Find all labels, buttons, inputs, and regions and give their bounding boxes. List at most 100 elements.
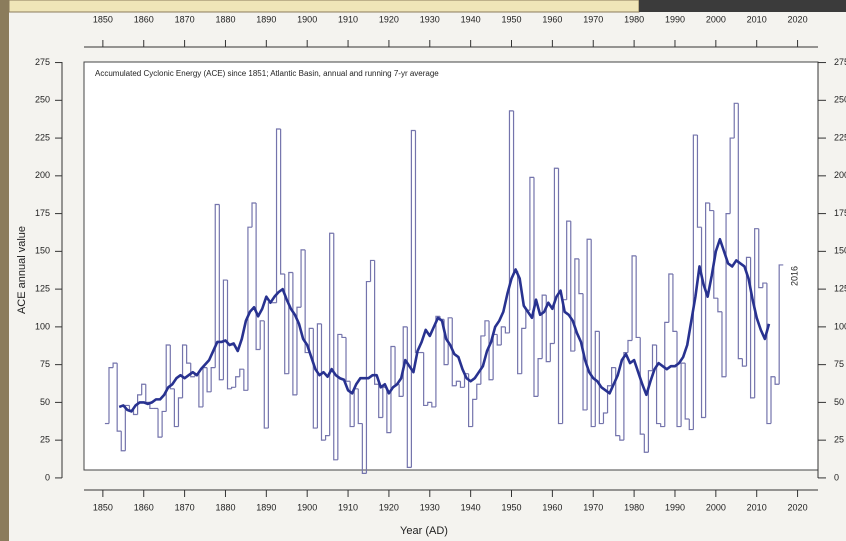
y-tick-label: 50 — [40, 397, 50, 407]
annual-step — [692, 134, 698, 430]
annual-step — [116, 363, 122, 432]
annual-step — [521, 327, 526, 374]
annual-step — [774, 376, 780, 385]
annual-step — [566, 220, 571, 300]
annual-step — [541, 294, 547, 359]
annual-step — [476, 383, 481, 400]
annual-step — [709, 203, 714, 212]
annual-step — [365, 280, 371, 474]
annual-step — [361, 423, 367, 474]
annual-step — [341, 334, 347, 339]
annual-step — [484, 320, 490, 336]
annual-step — [606, 385, 612, 413]
annual-step — [578, 258, 584, 295]
annual-step — [137, 394, 142, 415]
annual-step — [737, 103, 743, 360]
annual-step — [410, 129, 416, 468]
annual-step — [284, 274, 289, 375]
annual-step — [705, 202, 710, 418]
x-tick-label-top: 1960 — [542, 14, 562, 24]
x-tick-label: 1980 — [624, 502, 644, 512]
annual-step — [386, 387, 391, 434]
annual-step — [586, 238, 592, 410]
annual-step — [713, 210, 718, 299]
annual-step — [570, 221, 575, 352]
x-tick-label-top: 1990 — [665, 14, 685, 24]
annual-step — [717, 298, 722, 313]
annual-step — [590, 239, 596, 428]
x-tick-label-top: 1950 — [501, 14, 521, 24]
annual-step — [423, 352, 428, 407]
annual-step — [762, 282, 767, 288]
x-tick-label-top: 2010 — [747, 14, 767, 24]
annual-step — [124, 404, 130, 451]
y-tick-label-right: 50 — [834, 397, 844, 407]
annual-step — [529, 176, 534, 311]
annotation: 2016 — [789, 266, 799, 286]
annual-step — [668, 273, 673, 323]
annual-step — [557, 168, 563, 425]
y-tick-label: 25 — [40, 435, 50, 445]
x-tick-label: 1970 — [583, 502, 603, 512]
annual-step — [296, 306, 302, 395]
annual-step — [320, 323, 326, 441]
y-tick-label-right: 150 — [834, 246, 846, 256]
y-tick-label-right: 250 — [834, 95, 846, 105]
annual-step — [504, 326, 510, 334]
annual-step — [688, 419, 694, 431]
x-tick-label-top: 2000 — [706, 14, 726, 24]
x-tick-label: 1850 — [93, 502, 113, 512]
annual-step — [598, 331, 604, 425]
x-tick-label-top: 1880 — [215, 14, 235, 24]
y-tick-label-right: 75 — [834, 359, 844, 369]
annual-step — [214, 203, 220, 368]
annual-step — [186, 345, 191, 364]
x-axis-label: Year (AD) — [400, 525, 448, 537]
y-tick-label-right: 225 — [834, 132, 846, 142]
x-tick-label-top: 1850 — [93, 14, 113, 24]
annual-step — [533, 177, 539, 397]
annual-step — [300, 249, 306, 308]
annual-step — [517, 270, 522, 375]
annual-step — [243, 369, 248, 391]
annual-step — [553, 167, 559, 344]
annual-step — [198, 373, 203, 408]
x-tick-label: 1930 — [420, 502, 440, 512]
annual-step — [733, 102, 739, 139]
annual-step — [741, 358, 747, 367]
annual-step — [574, 258, 579, 352]
y-tick-label-right: 125 — [834, 283, 846, 293]
x-tick-label: 1880 — [215, 502, 235, 512]
top-bar — [8, 0, 640, 13]
annual-step — [210, 367, 216, 392]
chart-title: Accumulated Cyclonic Energy (ACE) since … — [95, 69, 439, 78]
annual-step — [378, 384, 383, 419]
annual-step — [333, 233, 338, 461]
y-tick-label: 275 — [35, 57, 50, 67]
annual-step — [749, 257, 755, 399]
x-tick-label: 1960 — [542, 502, 562, 512]
annual-step — [324, 435, 330, 441]
annual-step — [357, 388, 363, 425]
annual-step — [247, 226, 253, 391]
x-tick-label: 1950 — [501, 502, 521, 512]
plot-frame — [83, 61, 819, 471]
annual-step — [288, 271, 293, 374]
annual-step — [235, 376, 240, 388]
annual-step — [337, 333, 342, 460]
annual-step — [468, 373, 473, 428]
x-tick-label: 1870 — [175, 502, 195, 512]
annual-step — [169, 345, 175, 390]
x-tick-label: 1920 — [379, 502, 399, 512]
annual-step — [537, 357, 543, 397]
annual-step — [459, 381, 465, 388]
annual-step — [308, 327, 314, 353]
y-tick-label: 250 — [35, 95, 50, 105]
x-tick-label-top: 1890 — [256, 14, 276, 24]
annual-step — [549, 342, 555, 362]
annual-step — [280, 129, 285, 275]
annual-step — [500, 326, 506, 345]
annual-step — [721, 311, 727, 378]
y-tick-label: 100 — [35, 321, 50, 331]
